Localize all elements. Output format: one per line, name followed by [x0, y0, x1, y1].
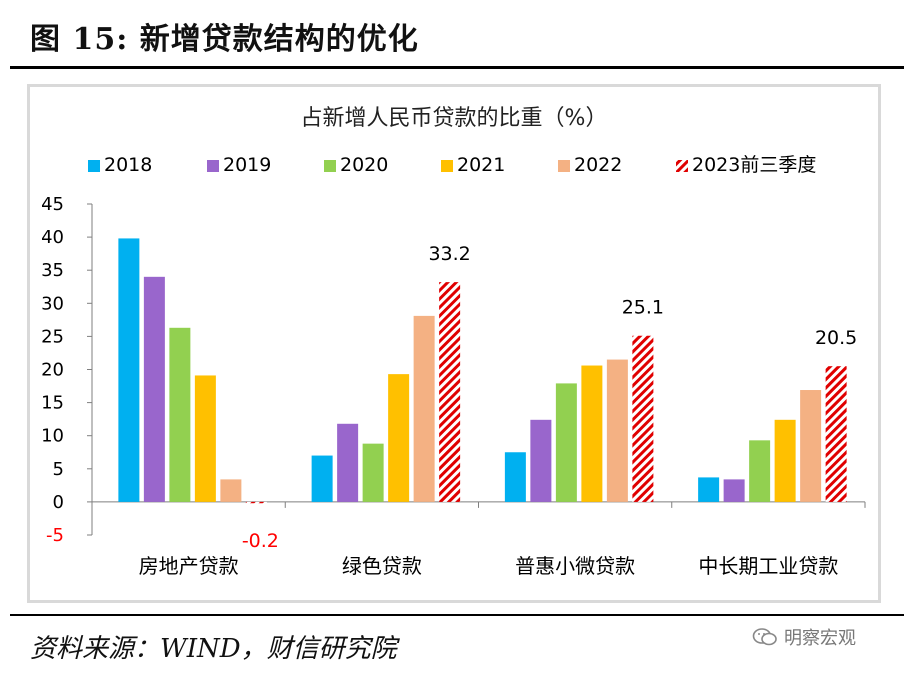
legend-swatch-2020 [324, 160, 336, 172]
bar-2022-绿色贷款 [413, 315, 435, 502]
bar-2022-普惠小微贷款 [606, 359, 628, 502]
legend-swatch-2019 [207, 160, 219, 172]
y-tick-label: 10 [41, 426, 64, 447]
bar-2023前三季度-中长期工业贷款 [825, 366, 847, 502]
bar-2021-中长期工业贷款 [774, 419, 796, 502]
watermark: 明察宏观 [752, 624, 856, 650]
legend-label-2023前三季度: 2023前三季度 [692, 154, 816, 176]
data-label: 20.5 [815, 327, 857, 349]
top-rule [10, 66, 904, 69]
bar-2021-房地产贷款 [194, 375, 216, 502]
legend-label-2022: 2022 [574, 154, 622, 176]
plot-area: -5 0 5 10 15 20 25 30 35 40 45 房地产贷款 绿色贷款 普惠小微贷款 中长期工业… [41, 194, 866, 578]
y-tick-label: 45 [41, 194, 64, 215]
y-tick-label: 5 [53, 459, 64, 480]
bar-2023前三季度-房地产贷款 [245, 501, 267, 504]
legend-swatch-2023前三季度 [676, 160, 688, 172]
source-note: 资料来源：WIND，财信研究院 [30, 634, 397, 664]
bar-2020-普惠小微贷款 [555, 383, 577, 502]
data-label: 25.1 [622, 297, 664, 319]
bar-2018-房地产贷款 [118, 238, 140, 502]
y-tick-label: 15 [41, 393, 64, 414]
bar-2019-中长期工业贷款 [723, 479, 745, 502]
bar-2021-绿色贷款 [388, 374, 410, 502]
bar-2019-绿色贷款 [337, 423, 359, 502]
legend-label-2020: 2020 [340, 154, 388, 176]
legend-swatch-2022 [558, 160, 570, 172]
bar-chart: 占新增人民币贷款的比重（%） 2018 2019 2020 2021 2022 2023前… [41, 106, 866, 578]
bar-2022-房地产贷款 [220, 479, 242, 502]
bar-2019-房地产贷款 [143, 276, 165, 502]
bar-2018-普惠小微贷款 [504, 452, 526, 502]
legend-label-2019: 2019 [223, 154, 271, 176]
wechat-icon [752, 628, 777, 646]
y-tick-label: 25 [41, 326, 64, 347]
x-category-label: 绿色贷款 [342, 554, 422, 578]
y-tick-label: 40 [41, 227, 64, 248]
y-tick-label: 0 [53, 492, 64, 513]
bar-2020-房地产贷款 [169, 327, 191, 502]
chart-title: 占新增人民币贷款的比重（%） [301, 106, 608, 131]
y-tick-label: 30 [41, 293, 64, 314]
watermark-text: 明察宏观 [784, 628, 856, 649]
legend-swatch-2021 [441, 160, 453, 172]
x-category-label: 房地产贷款 [139, 554, 239, 578]
legend: 2018 2019 2020 2021 2022 2023前三季度 [88, 154, 816, 176]
bar-2018-绿色贷款 [311, 455, 333, 502]
bottom-rule [10, 614, 904, 616]
bar-2023前三季度-绿色贷款 [439, 282, 461, 502]
data-label: 33.2 [428, 243, 470, 265]
legend-label-2021: 2021 [457, 154, 505, 176]
bar-2020-绿色贷款 [362, 443, 384, 502]
x-category-label: 中长期工业贷款 [698, 554, 838, 578]
legend-swatch-2018 [88, 160, 100, 172]
legend-label-2018: 2018 [104, 154, 152, 176]
bar-2018-中长期工业贷款 [698, 477, 720, 502]
bar-2019-普惠小微贷款 [530, 419, 552, 502]
bar-2022-中长期工业贷款 [800, 390, 822, 502]
x-category-label: 普惠小微贷款 [515, 554, 635, 578]
figure-title: 图 15: 新增贷款结构的优化 [30, 22, 419, 57]
bar-2023前三季度-普惠小微贷款 [632, 335, 654, 502]
y-tick-label: 20 [41, 360, 64, 381]
bar-2021-普惠小微贷款 [581, 365, 603, 502]
y-tick-label: -5 [46, 525, 64, 546]
y-tick-label: 35 [41, 260, 64, 281]
data-label: -0.2 [242, 530, 279, 552]
bar-2020-中长期工业贷款 [749, 440, 771, 502]
chart-frame: 占新增人民币贷款的比重（%） 2018 2019 2020 2021 2022 2023前… [27, 84, 881, 603]
